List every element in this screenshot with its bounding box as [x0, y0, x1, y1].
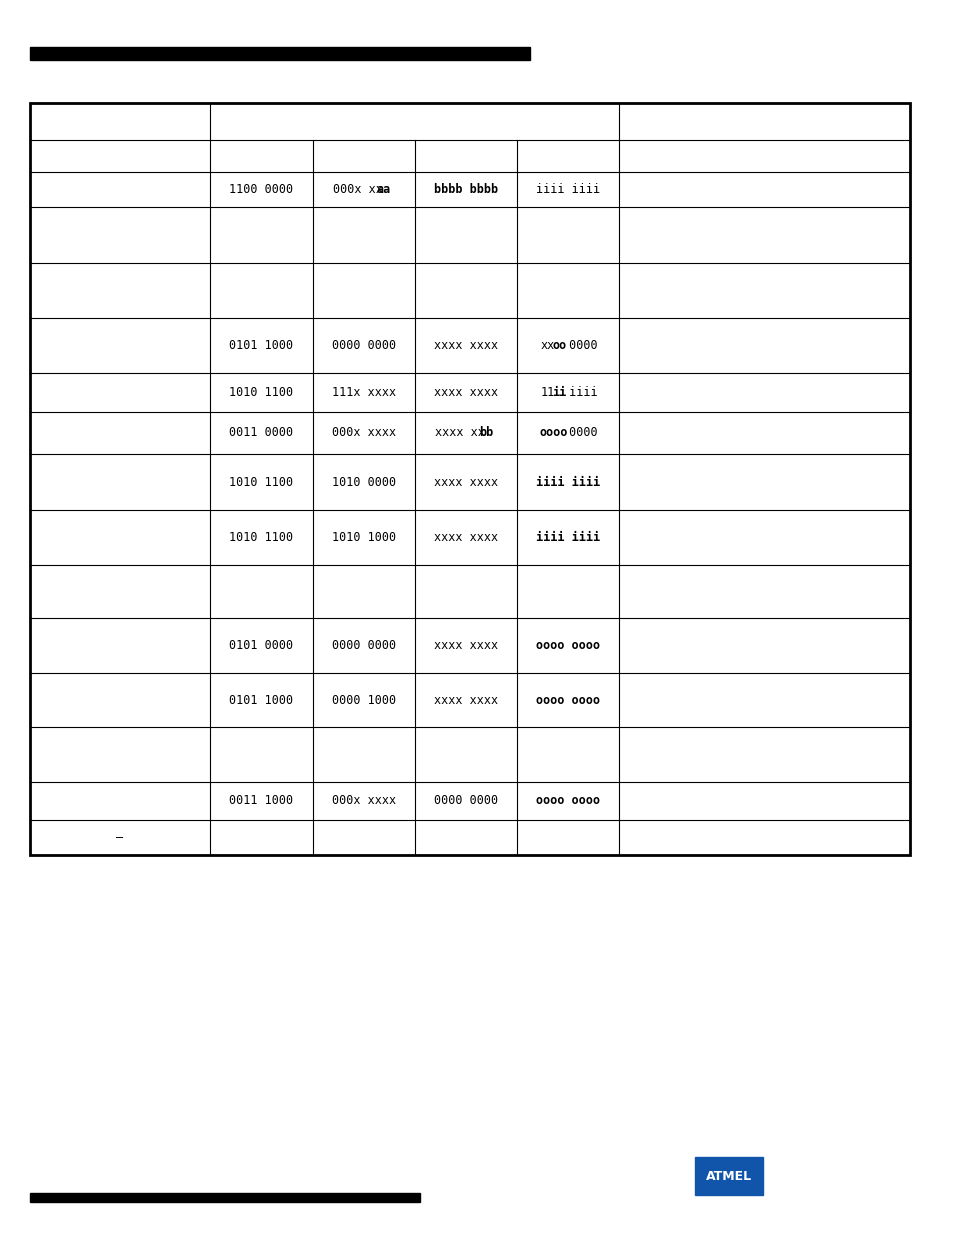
Text: oo: oo	[552, 338, 566, 352]
Text: bbbb bbbb: bbbb bbbb	[434, 183, 497, 196]
Text: iiii iiii: iiii iiii	[536, 183, 599, 196]
Text: 1010 0000: 1010 0000	[332, 475, 395, 489]
Text: xxxx xxxx: xxxx xxxx	[434, 475, 497, 489]
Text: 1010 1000: 1010 1000	[332, 531, 395, 543]
Text: ii: ii	[552, 387, 566, 399]
Text: 0011 1000: 0011 1000	[230, 794, 294, 808]
Text: xxxx xx: xxxx xx	[435, 426, 485, 440]
Text: xxxx xxxx: xxxx xxxx	[434, 338, 497, 352]
Text: ATMEL: ATMEL	[705, 1170, 751, 1182]
Text: 0000: 0000	[561, 426, 597, 440]
Text: 0011 0000: 0011 0000	[230, 426, 294, 440]
Text: oooo oooo: oooo oooo	[536, 694, 599, 706]
Text: 1010 1100: 1010 1100	[230, 475, 294, 489]
Text: oooo: oooo	[539, 426, 567, 440]
Text: xxxx xxxx: xxxx xxxx	[434, 694, 497, 706]
Bar	[30, 103, 909, 855]
Text: 0101 1000: 0101 1000	[230, 338, 294, 352]
Text: ®: ®	[755, 1188, 761, 1194]
Text: 0000 0000: 0000 0000	[332, 338, 395, 352]
Text: xxxx xxxx: xxxx xxxx	[434, 531, 497, 543]
Text: bb: bb	[478, 426, 493, 440]
Bar	[695, 1157, 762, 1195]
Text: 0000 0000: 0000 0000	[434, 794, 497, 808]
Text: 000x xxxx: 000x xxxx	[332, 426, 395, 440]
Text: xx: xx	[540, 338, 555, 352]
Text: 1100 0000: 1100 0000	[230, 183, 294, 196]
Text: 11: 11	[540, 387, 555, 399]
Text: xxxx xxxx: xxxx xxxx	[434, 638, 497, 652]
Text: iiii iiii: iiii iiii	[536, 475, 599, 489]
Text: 1010 1100: 1010 1100	[230, 387, 294, 399]
Text: iiii: iiii	[561, 387, 597, 399]
Text: 0000 1000: 0000 1000	[332, 694, 395, 706]
Text: oooo oooo: oooo oooo	[536, 638, 599, 652]
Text: 000x xx: 000x xx	[333, 183, 383, 196]
Text: 0000 0000: 0000 0000	[332, 638, 395, 652]
Text: 000x xxxx: 000x xxxx	[332, 794, 395, 808]
Text: 0101 0000: 0101 0000	[230, 638, 294, 652]
Text: —: —	[116, 831, 124, 844]
Text: xxxx xxxx: xxxx xxxx	[434, 387, 497, 399]
Text: 1010 1100: 1010 1100	[230, 531, 294, 543]
Text: iiii iiii: iiii iiii	[536, 531, 599, 543]
Text: oooo oooo: oooo oooo	[536, 794, 599, 808]
Bar	[30, 47, 530, 61]
Text: 111x xxxx: 111x xxxx	[332, 387, 395, 399]
Text: 0000: 0000	[561, 338, 597, 352]
Text: aa: aa	[376, 183, 391, 196]
Bar	[30, 1193, 419, 1202]
Text: 0101 1000: 0101 1000	[230, 694, 294, 706]
